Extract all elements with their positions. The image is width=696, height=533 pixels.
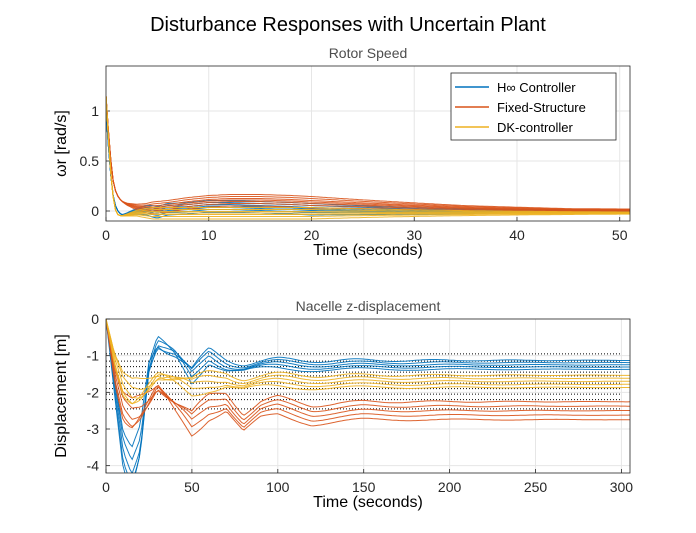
y-tick-label: 0 (91, 203, 99, 219)
axes-frame (105, 65, 631, 222)
axes-frame (105, 318, 631, 474)
series-line-dk-controller (106, 319, 630, 382)
nacelle-displacement-title: Nacelle z-displacement (296, 298, 441, 314)
x-tick-label: 40 (509, 227, 525, 243)
x-tick-label: 20 (304, 227, 320, 243)
y-tick-label: -4 (87, 458, 100, 474)
series-line-h-controller (106, 319, 630, 473)
series-line-fixed-structure (106, 319, 630, 416)
x-tick-label: 150 (352, 479, 376, 495)
x-tick-label: 0 (102, 479, 110, 495)
legend-label-hinf: H∞ Controller (497, 80, 576, 95)
x-tick-label: 50 (612, 227, 628, 243)
series-line-fixed-structure (106, 319, 630, 425)
series-line-fixed-structure (106, 95, 630, 210)
x-tick-label: 250 (524, 479, 548, 495)
series-line-dk-controller (106, 319, 630, 405)
x-tick-label: 30 (406, 227, 422, 243)
x-tick-label: 200 (438, 479, 462, 495)
series-line-dk-controller (106, 319, 630, 390)
y-tick-label: 1 (91, 103, 99, 119)
series-line-h-controller (106, 319, 630, 473)
x-tick-label: 100 (266, 479, 290, 495)
series-line-fixed-structure (106, 95, 630, 211)
nacelle-displacement-ylabel: Displacement [m] (53, 334, 70, 458)
series-line-dk-controller (106, 95, 630, 217)
x-tick-label: 10 (201, 227, 217, 243)
y-tick-label: -3 (87, 421, 100, 437)
series-lines (106, 319, 630, 473)
rotor-speed-ylabel: ωr [rad/s] (53, 110, 70, 177)
legend-label-fixed-structure: Fixed-Structure (497, 100, 586, 115)
nacelle-displacement-axes: 0 50 100 150 200 250 300 0 -1 -2 -3 -4 Nacelle z-dis… (53, 298, 633, 511)
series-line-dk-controller (106, 95, 630, 220)
rotor-speed-axes: 0 10 20 30 40 50 0 0.5 1 Rotor Speed Time (seconds… (53, 45, 631, 259)
nacelle-displacement-xlabel: Time (seconds) (313, 494, 423, 511)
series-line-dk-controller (106, 95, 630, 217)
series-line-dk-controller (106, 95, 630, 217)
series-line-fixed-structure (106, 95, 630, 210)
series-lines (106, 95, 630, 220)
x-tick-label: 50 (184, 479, 200, 495)
y-tick-label: -1 (87, 348, 100, 364)
series-line-fixed-structure (106, 319, 630, 437)
y-tick-label: -2 (87, 384, 100, 400)
plot-area (106, 319, 630, 473)
series-line-dk-controller (106, 95, 630, 217)
y-tick-label: 0.5 (80, 153, 100, 169)
series-line-h-controller (106, 319, 630, 461)
y-tick-label: 0 (91, 311, 99, 327)
series-line-dk-controller (106, 319, 630, 399)
series-line-dk-controller (106, 319, 630, 405)
series-line-h-controller (106, 319, 630, 448)
legend: H∞ Controller Fixed-Structure DK-control… (450, 72, 617, 141)
x-tick-label: 0 (102, 227, 110, 243)
rotor-speed-xlabel: Time (seconds) (313, 242, 423, 259)
rotor-speed-title: Rotor Speed (329, 45, 408, 61)
legend-label-dk-controller: DK-controller (497, 120, 574, 135)
series-line-fixed-structure (106, 319, 630, 428)
figure-title: Disturbance Responses with Uncertain Pla… (150, 14, 546, 36)
x-tick-label: 300 (610, 479, 634, 495)
series-line-fixed-structure (106, 319, 630, 421)
series-line-fixed-structure (106, 95, 630, 212)
